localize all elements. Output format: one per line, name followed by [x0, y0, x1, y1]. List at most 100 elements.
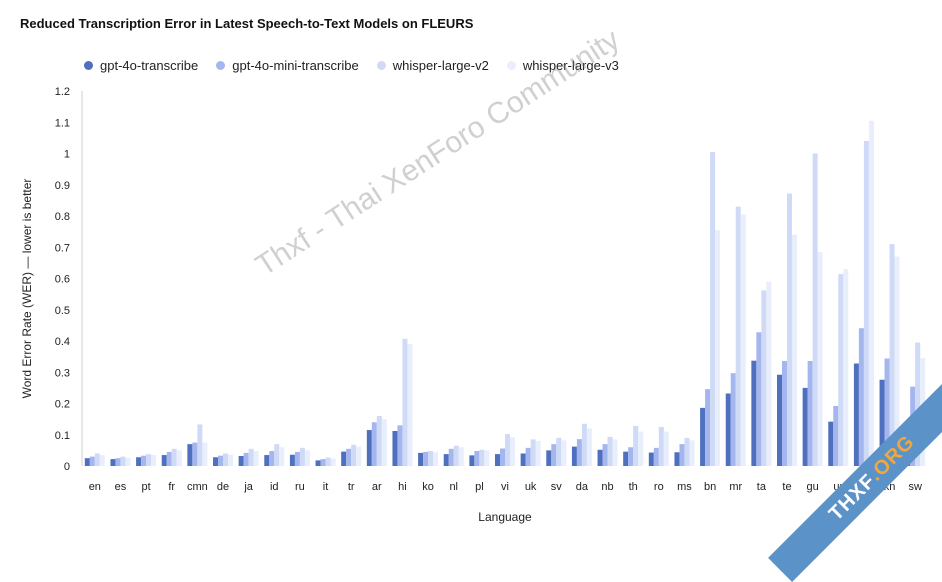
x-tick-label: gu: [807, 481, 819, 493]
bar-gpt-4o-mini-transcribe-it: [320, 459, 326, 466]
bar-gpt-4o-mini-transcribe-da: [576, 439, 582, 466]
bar-whisper-large-v3-kn: [894, 256, 900, 466]
y-axis-title: Word Error Rate (WER) — lower is better: [20, 179, 34, 399]
y-axis: 0 0.1 0.2 0.3 0.4 0.5 0.6 0.7 0.8 0.9 1 1.1 1.2: [55, 86, 83, 473]
bar-whisper-large-v2-th: [633, 426, 639, 466]
bar-gpt-4o-transcribe-th: [623, 451, 629, 466]
bar-whisper-large-v3-ta: [766, 281, 772, 466]
bar-whisper-large-v3-th: [638, 431, 644, 466]
legend-label: whisper-large-v3: [522, 58, 619, 73]
bar-gpt-4o-transcribe-kn: [879, 379, 885, 466]
y-tick-label: 0.8: [55, 211, 70, 223]
bar-gpt-4o-mini-transcribe-ms: [679, 444, 685, 466]
bar-gpt-4o-transcribe-bn: [700, 407, 706, 466]
bar-gpt-4o-mini-transcribe-gu: [807, 361, 813, 466]
bar-whisper-large-v3-it: [330, 458, 336, 466]
bar-whisper-large-v2-gu: [812, 153, 818, 466]
legend-swatch: [216, 61, 226, 70]
bar-gpt-4o-transcribe-nl: [443, 454, 449, 466]
bar-gpt-4o-transcribe-ms: [674, 452, 680, 466]
bar-gpt-4o-mini-transcribe-ko: [423, 451, 429, 466]
bar-whisper-large-v3-hi: [407, 344, 413, 466]
bar-whisper-large-v3-de: [228, 454, 233, 466]
bar-gpt-4o-mini-transcribe-id: [269, 451, 275, 466]
x-tick-label: uk: [525, 481, 537, 493]
bar-whisper-large-v3-pt: [151, 455, 157, 466]
x-tick-label: te: [782, 481, 791, 493]
y-tick-label: 0.2: [55, 399, 70, 411]
x-tick-label: ta: [757, 481, 767, 493]
bar-whisper-large-v2-it: [325, 457, 331, 466]
bar-whisper-large-v3-nl: [458, 447, 464, 466]
x-tick-label: it: [323, 481, 329, 493]
x-tick-label: ko: [422, 481, 434, 493]
x-tick-label: hi: [398, 481, 407, 493]
bar-whisper-large-v2-ta: [761, 290, 767, 466]
bar-whisper-large-v3-gu: [817, 251, 823, 466]
legend-item-gpt-4o-transcribe: gpt-4o-transcribe: [84, 58, 198, 73]
bars: [84, 120, 926, 466]
x-tick-label: pt: [141, 481, 150, 493]
bar-whisper-large-v2-ur: [838, 274, 844, 466]
bar-whisper-large-v2-bn: [710, 151, 716, 466]
bar-whisper-large-v3-ro: [663, 431, 669, 466]
bar-whisper-large-v2-ar: [376, 416, 382, 466]
bar-whisper-large-v2-en: [94, 453, 100, 466]
bar-whisper-large-v2-sw: [915, 342, 921, 466]
legend-swatch: [84, 61, 93, 70]
bar-chart: 0 0.1 0.2 0.3 0.4 0.5 0.6 0.7 0.8 0.9 1 1.1 1.2 en es…: [20, 86, 926, 524]
y-tick-label: 0.9: [55, 180, 70, 192]
bar-whisper-large-v3-bn: [715, 230, 721, 466]
legend-label: whisper-large-v2: [392, 58, 489, 73]
legend-item-gpt-4o-mini-transcribe: gpt-4o-mini-transcribe: [216, 58, 359, 73]
x-tick-label: tr: [348, 481, 355, 493]
y-tick-label: 0.5: [55, 305, 70, 317]
bar-gpt-4o-mini-transcribe-fr: [166, 451, 172, 466]
x-tick-label: mr: [729, 481, 742, 493]
bar-gpt-4o-transcribe-ml: [853, 363, 859, 466]
bar-whisper-large-v2-ru: [299, 447, 305, 466]
x-tick-label: fr: [168, 481, 175, 493]
bar-gpt-4o-transcribe-cmn: [187, 444, 193, 466]
x-tick-label: cmn: [187, 481, 208, 493]
bar-gpt-4o-mini-transcribe-pt: [141, 455, 147, 466]
bar-gpt-4o-mini-transcribe-uk: [525, 447, 531, 466]
bar-gpt-4o-mini-transcribe-tr: [346, 448, 352, 466]
bar-gpt-4o-mini-transcribe-ja: [243, 452, 249, 466]
legend-item-whisper-large-v2: whisper-large-v2: [376, 58, 489, 73]
bar-whisper-large-v2-sv: [556, 437, 562, 466]
bar-gpt-4o-transcribe-fr: [161, 455, 167, 466]
x-tick-label: kn: [884, 481, 896, 493]
bar-whisper-large-v2-te: [787, 193, 792, 466]
bar-whisper-large-v2-ro: [658, 426, 664, 466]
bar-whisper-large-v2-hi: [402, 338, 408, 466]
bar-gpt-4o-mini-transcribe-ml: [858, 328, 864, 466]
bar-gpt-4o-transcribe-id: [264, 455, 270, 466]
bar-whisper-large-v3-ko: [433, 452, 439, 466]
bar-whisper-large-v3-id: [279, 447, 285, 466]
bar-gpt-4o-transcribe-ur: [828, 421, 834, 466]
x-tick-label: ar: [372, 481, 382, 493]
bar-whisper-large-v3-tr: [356, 446, 362, 466]
bar-gpt-4o-mini-transcribe-nb: [602, 444, 608, 466]
bar-gpt-4o-mini-transcribe-sv: [551, 444, 557, 466]
bar-whisper-large-v3-mr: [740, 214, 746, 466]
x-tick-label: ja: [243, 481, 253, 493]
bar-whisper-large-v2-ja: [248, 448, 254, 466]
x-tick-label: ms: [677, 481, 692, 493]
bar-gpt-4o-mini-transcribe-mr: [730, 373, 736, 466]
bar-gpt-4o-mini-transcribe-ta: [756, 332, 762, 466]
bar-whisper-large-v2-da: [581, 423, 587, 466]
bar-whisper-large-v3-da: [586, 428, 592, 466]
legend-swatch: [376, 61, 386, 70]
x-tick-label: vi: [501, 481, 509, 493]
bar-whisper-large-v3-te: [792, 234, 797, 466]
legend-item-whisper-large-v3: whisper-large-v3: [506, 58, 619, 73]
legend-swatch: [506, 61, 516, 70]
bar-whisper-large-v3-es: [125, 457, 131, 466]
legend-label: gpt-4o-transcribe: [100, 58, 199, 73]
y-tick-label: 1.2: [55, 86, 70, 98]
x-tick-label: th: [629, 481, 638, 493]
y-tick-label: 0.6: [55, 274, 70, 286]
bar-gpt-4o-mini-transcribe-th: [628, 447, 634, 466]
